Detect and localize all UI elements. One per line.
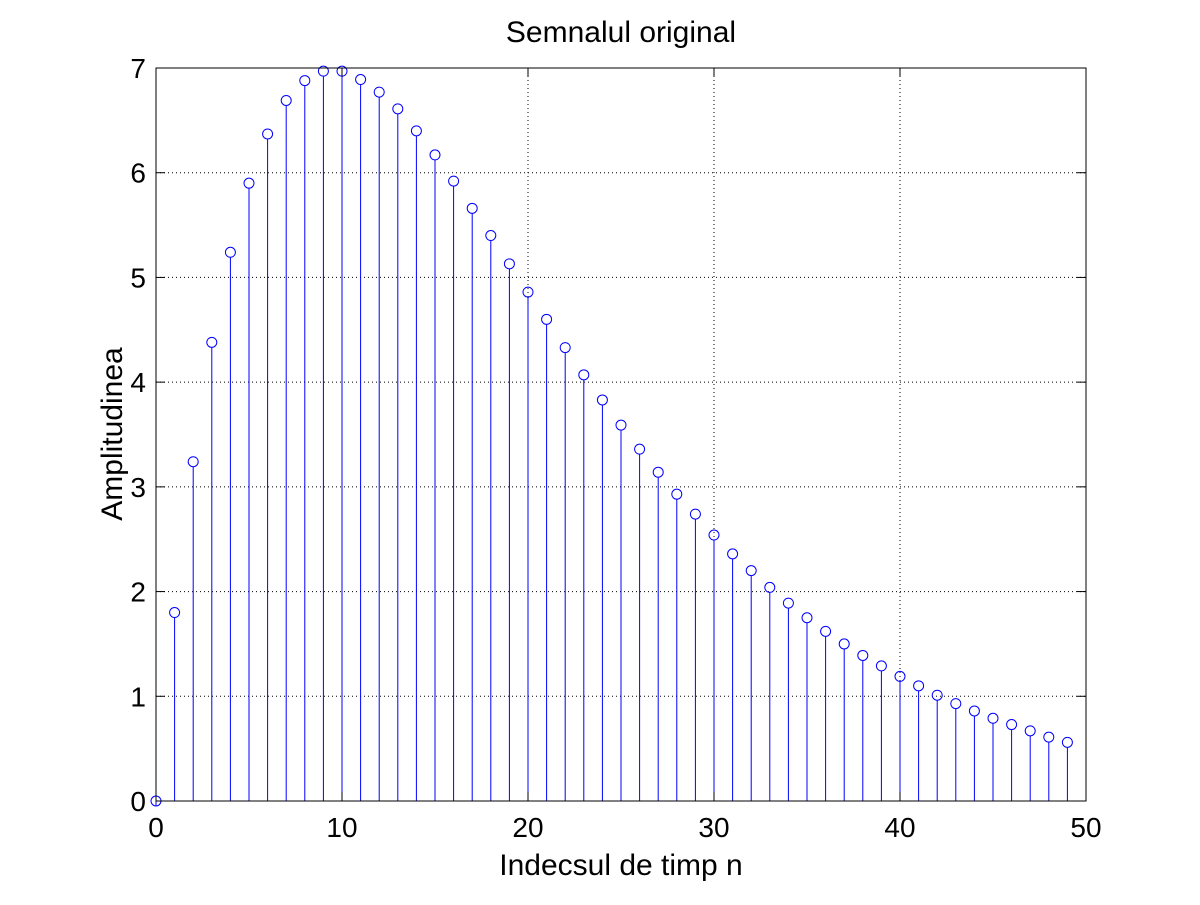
x-tick-label: 40 (884, 812, 915, 843)
y-tick-label: 0 (130, 786, 146, 817)
stem-marker (950, 698, 962, 710)
chart-title: Semnalul original (506, 16, 736, 49)
x-tick-label: 50 (1070, 812, 1101, 843)
stem-marker (782, 597, 794, 609)
y-tick-label: 5 (130, 262, 146, 293)
stem-marker (745, 565, 757, 577)
stem-marker (1024, 725, 1036, 737)
stem-marker (894, 670, 906, 682)
x-tick-label: 0 (148, 812, 164, 843)
stem-marker (299, 75, 311, 87)
y-axis-title: Amplitudinea (96, 347, 129, 521)
stem-marker (689, 508, 701, 520)
stem-marker (280, 94, 292, 106)
stem-marker (410, 125, 422, 137)
stem-marker (634, 443, 646, 455)
y-tick-label: 4 (130, 367, 146, 398)
stem-marker (671, 488, 683, 500)
stem-marker (1043, 731, 1055, 743)
stem-series (150, 65, 1073, 807)
x-axis-title: Indecsul de timp n (499, 849, 742, 882)
stem-marker (913, 680, 925, 692)
stem-marker (317, 65, 329, 77)
stem-marker (559, 342, 571, 354)
stem-marker (596, 394, 608, 406)
stem-marker (838, 638, 850, 650)
stem-marker (522, 286, 534, 298)
y-tick-label: 1 (130, 681, 146, 712)
plot-frame (155, 67, 1087, 802)
y-tick-label: 3 (130, 472, 146, 503)
stem-marker (262, 128, 274, 140)
stem-marker (764, 581, 776, 593)
y-tick-label: 2 (130, 577, 146, 608)
x-tick-label: 30 (698, 812, 729, 843)
stem-marker (968, 705, 980, 717)
y-tick-label: 6 (130, 158, 146, 189)
stem-marker (503, 258, 515, 270)
stem-marker (801, 612, 813, 624)
axis-ticks: 0 10 20 30 40 50 0 1 2 3 4 5 6 7 (130, 53, 1101, 843)
stem-marker (448, 175, 460, 187)
stem-marker (224, 246, 236, 258)
stem-marker (857, 649, 869, 661)
stem-marker (485, 230, 497, 242)
stem-marker (429, 149, 441, 161)
stem-marker (708, 529, 720, 541)
stem-marker (466, 202, 478, 214)
stem-marker (187, 456, 199, 468)
stem-marker (875, 660, 887, 672)
x-tick-label: 20 (512, 812, 543, 843)
stem-marker (373, 86, 385, 98)
stem-marker (652, 466, 664, 478)
stem-marker (820, 625, 832, 637)
stem-marker (1061, 736, 1073, 748)
y-tick-label: 7 (130, 53, 146, 84)
stem-marker (243, 177, 255, 189)
stem-marker (206, 336, 218, 348)
x-tick-label: 10 (326, 812, 357, 843)
stem-marker (392, 103, 404, 115)
stem-marker (355, 74, 367, 86)
stem-marker (169, 607, 181, 619)
stem-marker (578, 369, 590, 381)
stem-marker (987, 712, 999, 724)
stem-marker (1006, 719, 1018, 731)
stem-marker (541, 313, 553, 325)
stem-marker (931, 689, 943, 701)
stem-marker (615, 419, 627, 431)
stem-marker (727, 548, 739, 560)
